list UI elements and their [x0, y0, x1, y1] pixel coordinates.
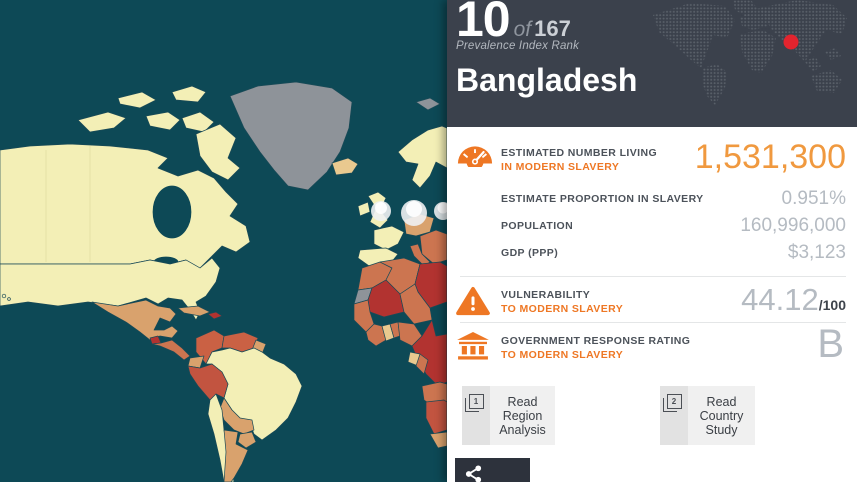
country-detail-panel: 10 of 167 Prevalence Index Rank Bangladesh — [447, 0, 857, 482]
proportion-value: 0.951% — [781, 188, 846, 209]
government-bank-icon — [457, 332, 489, 360]
estimated-number-value: 1,531,300 — [694, 138, 846, 176]
share-icon — [465, 465, 482, 482]
population-row: POPULATION 160,996,000 — [501, 215, 846, 237]
proportion-row: ESTIMATE PROPORTION IN SLAVERY 0.951% — [501, 188, 846, 210]
proportion-label: ESTIMATE PROPORTION IN SLAVERY — [501, 193, 704, 205]
vulnerability-score-suffix: /100 — [818, 297, 846, 313]
read-country-study-label: Read Country Study — [699, 394, 744, 437]
country-study-doc-icon: 2 — [662, 394, 682, 412]
population-label: POPULATION — [501, 220, 574, 232]
rank-value: 10 — [456, 0, 511, 47]
country-location-dot — [783, 34, 799, 50]
gauge-icon — [457, 146, 493, 167]
gdp-value: $3,123 — [787, 242, 846, 263]
panel-header: 10 of 167 Prevalence Index Rank Bangladesh — [447, 0, 857, 127]
rank-total: 167 — [534, 16, 571, 41]
divider — [460, 276, 846, 277]
government-response-grade: B — [817, 322, 844, 366]
region-analysis-doc-icon: 1 — [464, 394, 484, 412]
rank-caption: Prevalence Index Rank — [456, 40, 580, 52]
vulnerability-label: VULNERABILITY TO MODERN SLAVERY — [501, 289, 624, 315]
read-country-study-button[interactable]: 2 Read Country Study — [660, 386, 755, 445]
world-choropleth-map[interactable] — [0, 0, 447, 482]
read-region-analysis-label: Read Region Analysis — [499, 394, 546, 437]
country-name: Bangladesh — [456, 62, 638, 98]
population-value: 160,996,000 — [740, 215, 846, 236]
rank-connector: of — [513, 18, 532, 41]
share-button[interactable] — [455, 458, 530, 482]
government-response-label: GOVERNMENT RESPONSE RATING TO MODERN SLA… — [501, 335, 691, 361]
map-cluster-markers[interactable] — [371, 200, 447, 226]
locator-mini-map — [653, 0, 847, 105]
divider — [460, 322, 846, 323]
read-region-analysis-button[interactable]: 1 Read Region Analysis — [462, 386, 555, 445]
estimated-number-label: ESTIMATED NUMBER LIVING IN MODERN SLAVER… — [501, 147, 658, 173]
vulnerability-score: 44.12/100 — [741, 282, 846, 317]
gdp-row: GDP (PPP) $3,123 — [501, 242, 846, 264]
gdp-label: GDP (PPP) — [501, 247, 559, 259]
world-map-svg — [0, 81, 447, 482]
prevalence-rank: 10 of 167 — [456, 0, 571, 48]
warning-triangle-icon — [456, 286, 490, 316]
